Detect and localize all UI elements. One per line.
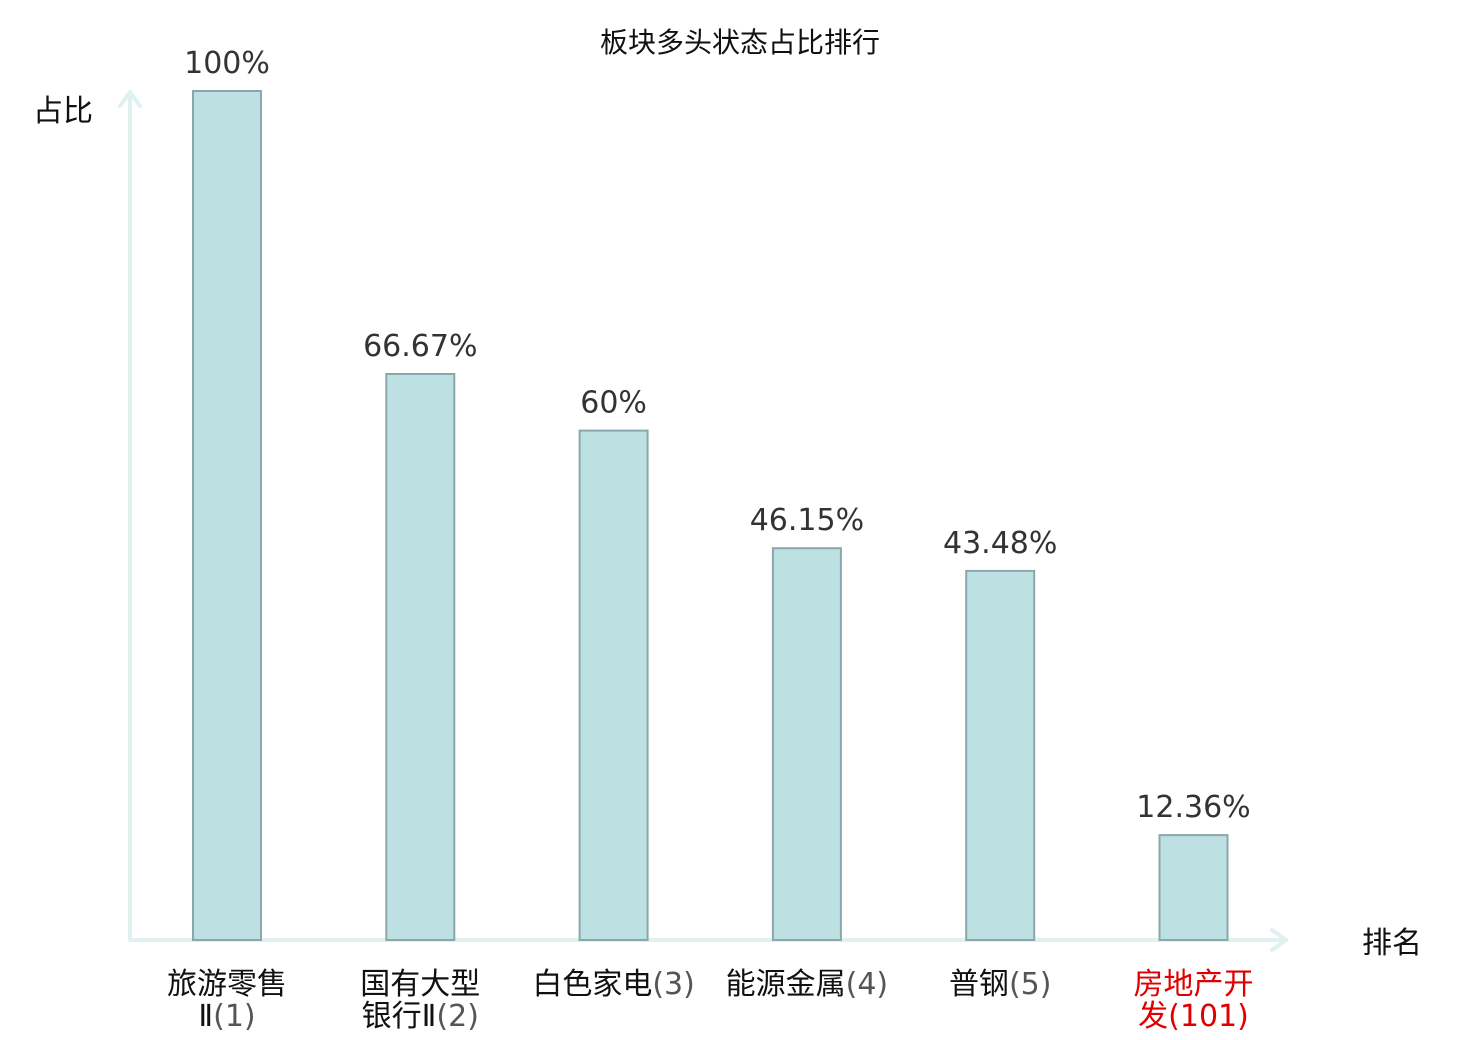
value-label-5: 43.48% (943, 526, 1057, 561)
category-name-line: 旅游零售 (167, 967, 287, 1002)
category-name-line: 能源金属 (726, 967, 846, 1002)
bar-4 (771, 547, 842, 941)
x-axis-arrow (1270, 928, 1288, 952)
bar-1 (192, 90, 262, 941)
category-name-line: 白色家电 (532, 967, 652, 1002)
y-axis-arrow (118, 90, 142, 108)
category-labels-group: 旅游零售 Ⅱ(1) 国有大型银行Ⅱ(2) 白色家电(3) 能源金属(4) 普钢(5) 房地产… (167, 967, 1254, 1034)
y-axis-label: 占比 (33, 94, 93, 129)
category-rank: (4) (846, 967, 889, 1002)
axes (118, 90, 1288, 952)
bar-3 (578, 429, 649, 941)
category-label-1: 旅游零售 Ⅱ(1) (167, 967, 287, 1034)
value-labels-group: 100% 66.67% 60% 46.15% 43.48% 12.36% (184, 46, 1251, 825)
category-name-line: 发 (1138, 999, 1168, 1034)
category-label-5: 普钢(5) (949, 967, 1051, 1002)
category-label-6: 房地产开发(101) (1134, 967, 1254, 1034)
category-label-3: 白色家电(3) (532, 967, 695, 1002)
category-rank: (3) (652, 967, 695, 1002)
value-label-4: 46.15% (750, 503, 864, 538)
category-name-line: Ⅱ (198, 999, 213, 1034)
value-label-3: 60% (580, 386, 647, 421)
bars-group (192, 90, 1229, 942)
value-label-2: 66.67% (363, 329, 477, 364)
chart-title: 板块多头状态占比排行 (600, 26, 880, 59)
category-name-line: 国有大型 (360, 967, 480, 1002)
value-label-1: 100% (184, 46, 270, 81)
x-axis-label: 排名 (1362, 926, 1422, 961)
bar-2 (385, 373, 456, 941)
bar-5 (965, 569, 1036, 942)
category-rank: (2) (436, 999, 479, 1034)
category-label-2: 国有大型银行Ⅱ(2) (360, 967, 480, 1034)
category-label-4: 能源金属(4) (726, 967, 889, 1002)
category-name-line: 普钢 (949, 967, 1009, 1002)
category-name-line: 银行Ⅱ (362, 999, 437, 1034)
value-label-6: 12.36% (1136, 790, 1250, 825)
category-rank: (5) (1009, 967, 1051, 1002)
bar-6 (1158, 834, 1229, 941)
category-name-line: 房地产开 (1134, 967, 1254, 1002)
category-rank: (101) (1168, 999, 1249, 1034)
category-rank: (1) (213, 999, 256, 1034)
